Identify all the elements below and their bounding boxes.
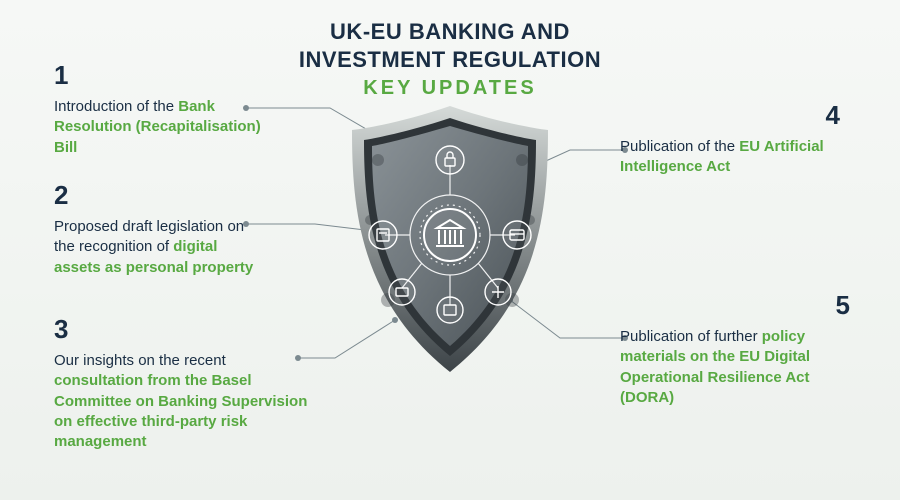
update-item-3: 3 Our insights on the recent consultatio… <box>54 314 309 452</box>
item-highlight: consultation from the Basel Committee on… <box>54 372 307 450</box>
shield-graphic <box>340 100 560 380</box>
node-icon-bl <box>389 279 415 305</box>
item-text: Publication of further policy materials … <box>620 327 850 408</box>
item-number: 3 <box>54 314 309 345</box>
lock-icon <box>436 146 464 174</box>
update-item-2: 2 Proposed draft legislation on the reco… <box>54 180 264 278</box>
bank-icon <box>424 209 476 261</box>
item-number: 4 <box>620 100 840 131</box>
item-plain: Publication of further <box>620 328 762 345</box>
item-plain: Introduction of the <box>54 98 178 115</box>
item-number: 1 <box>54 60 264 91</box>
title-line1: UK-EU BANKING AND <box>0 18 900 46</box>
shield-svg <box>340 100 560 380</box>
item-text: Introduction of the Bank Resolution (Rec… <box>54 97 264 158</box>
item-plain: Our insights on the recent <box>54 352 226 369</box>
node-icon-bottom <box>437 297 463 323</box>
item-plain: Publication of the <box>620 138 739 155</box>
node-icon-br <box>485 279 511 305</box>
item-text: Our insights on the recent consultation … <box>54 351 309 452</box>
item-text: Proposed draft legislation on the recogn… <box>54 217 264 278</box>
item-number: 5 <box>620 290 850 321</box>
update-item-1: 1 Introduction of the Bank Resolution (R… <box>54 60 264 158</box>
item-text: Publication of the EU Artificial Intelli… <box>620 137 840 178</box>
item-number: 2 <box>54 180 264 211</box>
card-icon <box>503 221 531 249</box>
update-item-4: 4 Publication of the EU Artificial Intel… <box>620 100 840 178</box>
update-item-5: 5 Publication of further policy material… <box>620 290 850 408</box>
atm-icon <box>369 221 397 249</box>
